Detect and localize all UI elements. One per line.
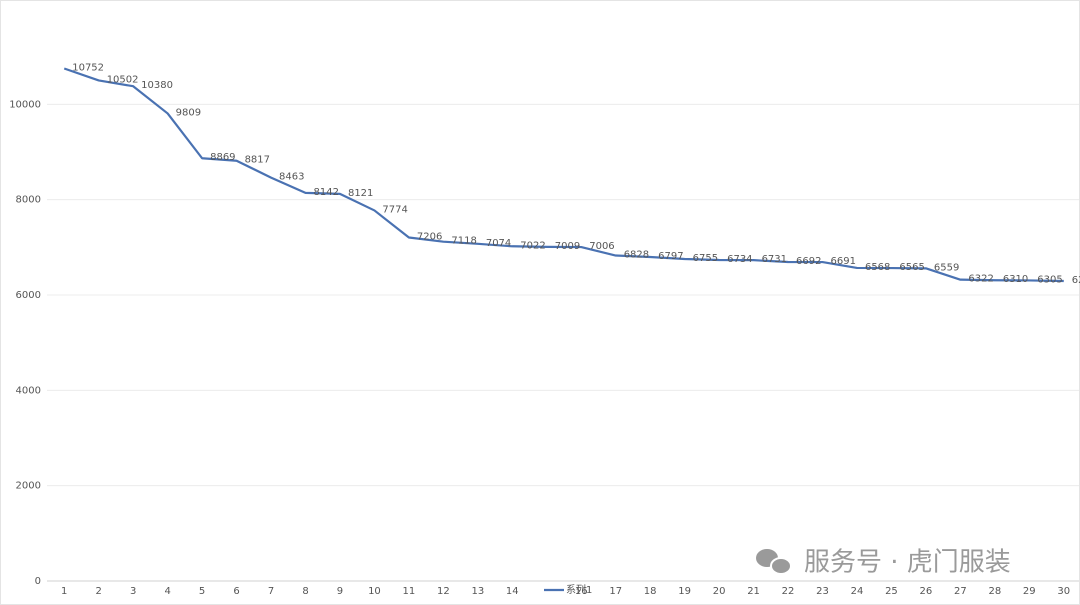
x-tick-label: 3 <box>130 586 136 597</box>
data-label: 8121 <box>348 188 373 199</box>
y-tick-label: 10000 <box>9 99 41 110</box>
x-tick-label: 5 <box>199 586 205 597</box>
data-label: 6294 <box>1072 275 1080 286</box>
x-tick-label: 6 <box>233 586 239 597</box>
data-label: 10502 <box>107 74 139 85</box>
x-tick-label: 30 <box>1057 586 1070 597</box>
x-tick-label: 29 <box>1023 586 1036 597</box>
x-tick-label: 13 <box>471 586 484 597</box>
data-label: 6828 <box>624 250 649 261</box>
data-label: 8142 <box>314 187 339 198</box>
data-label: 7006 <box>589 241 614 252</box>
data-label: 7009 <box>555 241 580 252</box>
data-label: 7022 <box>520 240 545 251</box>
x-tick-label: 4 <box>164 586 170 597</box>
data-label: 10380 <box>141 80 173 91</box>
data-label: 8463 <box>279 172 304 183</box>
data-label: 6734 <box>727 254 752 265</box>
x-tick-label: 21 <box>747 586 760 597</box>
x-tick-label: 18 <box>644 586 657 597</box>
x-tick-label: 2 <box>96 586 102 597</box>
watermark-icon <box>756 549 792 575</box>
data-label: 6797 <box>658 251 683 262</box>
x-tick-label: 8 <box>302 586 308 597</box>
x-tick-label: 27 <box>954 586 967 597</box>
line <box>63 67 1064 283</box>
x-tick-label: 12 <box>437 586 450 597</box>
x-tick-label: 11 <box>403 586 416 597</box>
y-tick-label: 6000 <box>16 290 41 301</box>
x-tick-label: 1 <box>61 586 67 597</box>
x-tick-label: 16 <box>575 586 588 597</box>
data-label: 7206 <box>417 232 442 243</box>
data-label: 6310 <box>1003 274 1028 285</box>
x-tick-label: 10 <box>368 586 381 597</box>
y-tick-label: 2000 <box>16 481 41 492</box>
data-label: 6565 <box>899 262 924 273</box>
x-tick-label: 20 <box>713 586 726 597</box>
data-label: 7074 <box>486 238 511 249</box>
x-tick-label: 26 <box>920 586 933 597</box>
y-tick-label: 8000 <box>16 195 41 206</box>
data-label: 6731 <box>762 254 787 265</box>
watermark: 服务号 · 虎门服装 <box>804 548 1011 578</box>
y-tick-label: 0 <box>35 576 41 587</box>
x-tick-label: 28 <box>988 586 1001 597</box>
data-label: 8817 <box>245 155 270 166</box>
x-tick-label: 19 <box>678 586 691 597</box>
x-tick-label: 23 <box>816 586 829 597</box>
data-label: 10752 <box>72 62 104 73</box>
x-tick-label: 22 <box>782 586 795 597</box>
x-tick-label: 24 <box>851 586 864 597</box>
data-label: 6691 <box>831 256 856 267</box>
x-tick-label: 7 <box>268 586 274 597</box>
x-tick-label: 25 <box>885 586 898 597</box>
data-label: 6692 <box>796 256 821 267</box>
data-label: 6755 <box>693 253 718 264</box>
data-label: 7118 <box>451 236 476 247</box>
x-tick-label: 17 <box>609 586 622 597</box>
data-label: 6322 <box>968 274 993 285</box>
data-label: 7774 <box>382 204 407 215</box>
data-label: 6559 <box>934 262 959 273</box>
x-tick-label: 14 <box>506 586 519 597</box>
data-label: 8869 <box>210 152 235 163</box>
legend-label: 系列1 <box>566 583 592 596</box>
y-tick-label: 4000 <box>16 385 41 396</box>
x-tick-label: 9 <box>337 586 343 597</box>
data-label: 9809 <box>176 107 201 118</box>
data-label: 6568 <box>865 262 890 273</box>
data-label: 6305 <box>1037 274 1062 285</box>
